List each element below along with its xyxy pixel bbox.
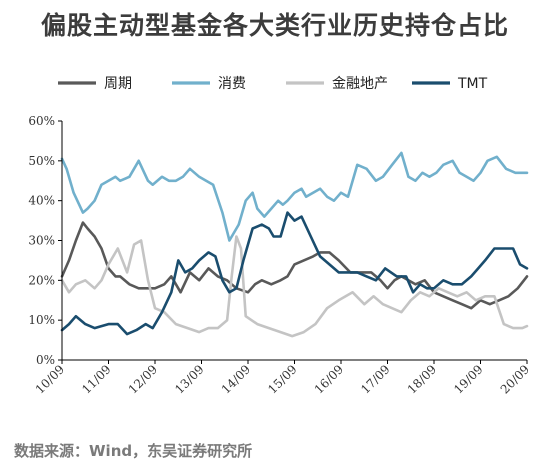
- y-tick-label: 20%: [28, 273, 55, 287]
- legend: 周期 消费 金融地产 TMT: [58, 76, 488, 92]
- y-tick-label: 50%: [28, 154, 55, 168]
- x-tick-label: 16/09: [312, 362, 346, 396]
- x-tick-label: 13/09: [172, 362, 206, 396]
- y-tick-label: 40%: [28, 194, 55, 208]
- y-tick-label: 10%: [28, 313, 55, 327]
- legend-label: 金融地产: [332, 76, 388, 92]
- y-tick-label: 0%: [36, 353, 55, 367]
- legend-label: TMT: [457, 76, 488, 92]
- x-tick-label: 20/09: [498, 362, 532, 396]
- series-line-1: [60, 151, 529, 242]
- series-line-0: [60, 221, 529, 310]
- x-tick-label: 19/09: [451, 362, 485, 396]
- series-line-2: [60, 235, 529, 338]
- x-tick-label: 14/09: [219, 362, 253, 396]
- chart-title: 偏股主动型基金各大类行业历史持仓占比: [40, 11, 509, 40]
- legend-item-2: 金融地产: [286, 76, 388, 92]
- series-line-3: [60, 211, 529, 336]
- legend-item-3: TMT: [412, 76, 488, 92]
- x-tick-label: 18/09: [405, 362, 439, 396]
- y-tick-label: 30%: [28, 234, 55, 248]
- x-tick-label: 11/09: [79, 362, 113, 396]
- x-tick-label: 12/09: [126, 362, 160, 396]
- legend-label: 消费: [218, 76, 246, 92]
- y-tick-label: 60%: [28, 114, 55, 128]
- x-tick-label: 10/09: [33, 362, 67, 396]
- legend-item-1: 消费: [172, 76, 246, 92]
- x-tick-label: 17/09: [358, 362, 392, 396]
- series-lines: [60, 151, 529, 338]
- legend-label: 周期: [104, 76, 132, 92]
- x-tick-label: 15/09: [265, 362, 299, 396]
- source-note: 数据来源：Wind，东吴证券研究所: [14, 442, 253, 460]
- legend-item-0: 周期: [58, 76, 132, 92]
